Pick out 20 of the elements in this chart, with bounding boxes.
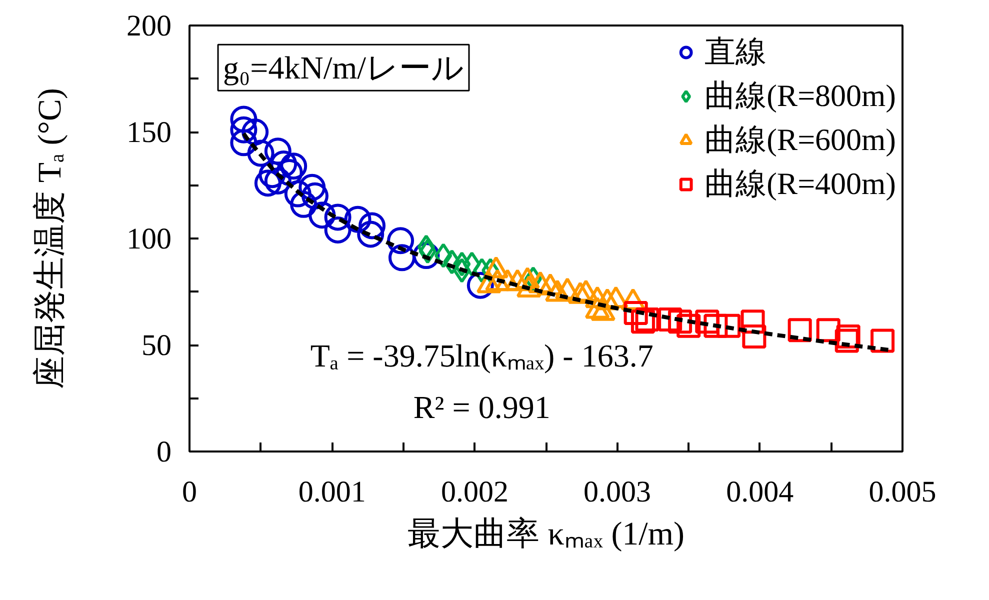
y-tick-label: 0 [156,436,172,468]
annotation: Tₐ = -39.75ln(κₘₐₓ) - 163.7 [310,338,654,374]
legend-label: 曲線(R=400m) [704,165,896,203]
y-tick-label: 200 [126,10,172,42]
y-tick-label: 150 [126,116,172,149]
x-tick-label: 0.005 [868,476,936,508]
y-axis-title: 座屈発生温度 Tₐ (°C) [32,88,68,389]
x-tick-label: 0.001 [298,476,366,508]
legend-label: 曲線(R=800m) [704,77,896,115]
legend-label: 曲線(R=600m) [704,121,896,159]
x-tick-label: 0.002 [440,476,508,508]
y-tick-label: 100 [126,222,172,256]
x-tick-label: 0.003 [584,476,652,508]
x-axis-title: 最大曲率 κₘₐₓ (1/m) [407,516,685,552]
y-tick-label: 50 [142,329,172,362]
annotation: g₀=4kN/m/レール [223,50,464,86]
x-tick-label: 0.004 [726,476,794,508]
legend-label: 直線 [704,33,767,71]
x-tick-label: 0 [182,476,197,508]
annotation: R² = 0.991 [413,388,550,425]
